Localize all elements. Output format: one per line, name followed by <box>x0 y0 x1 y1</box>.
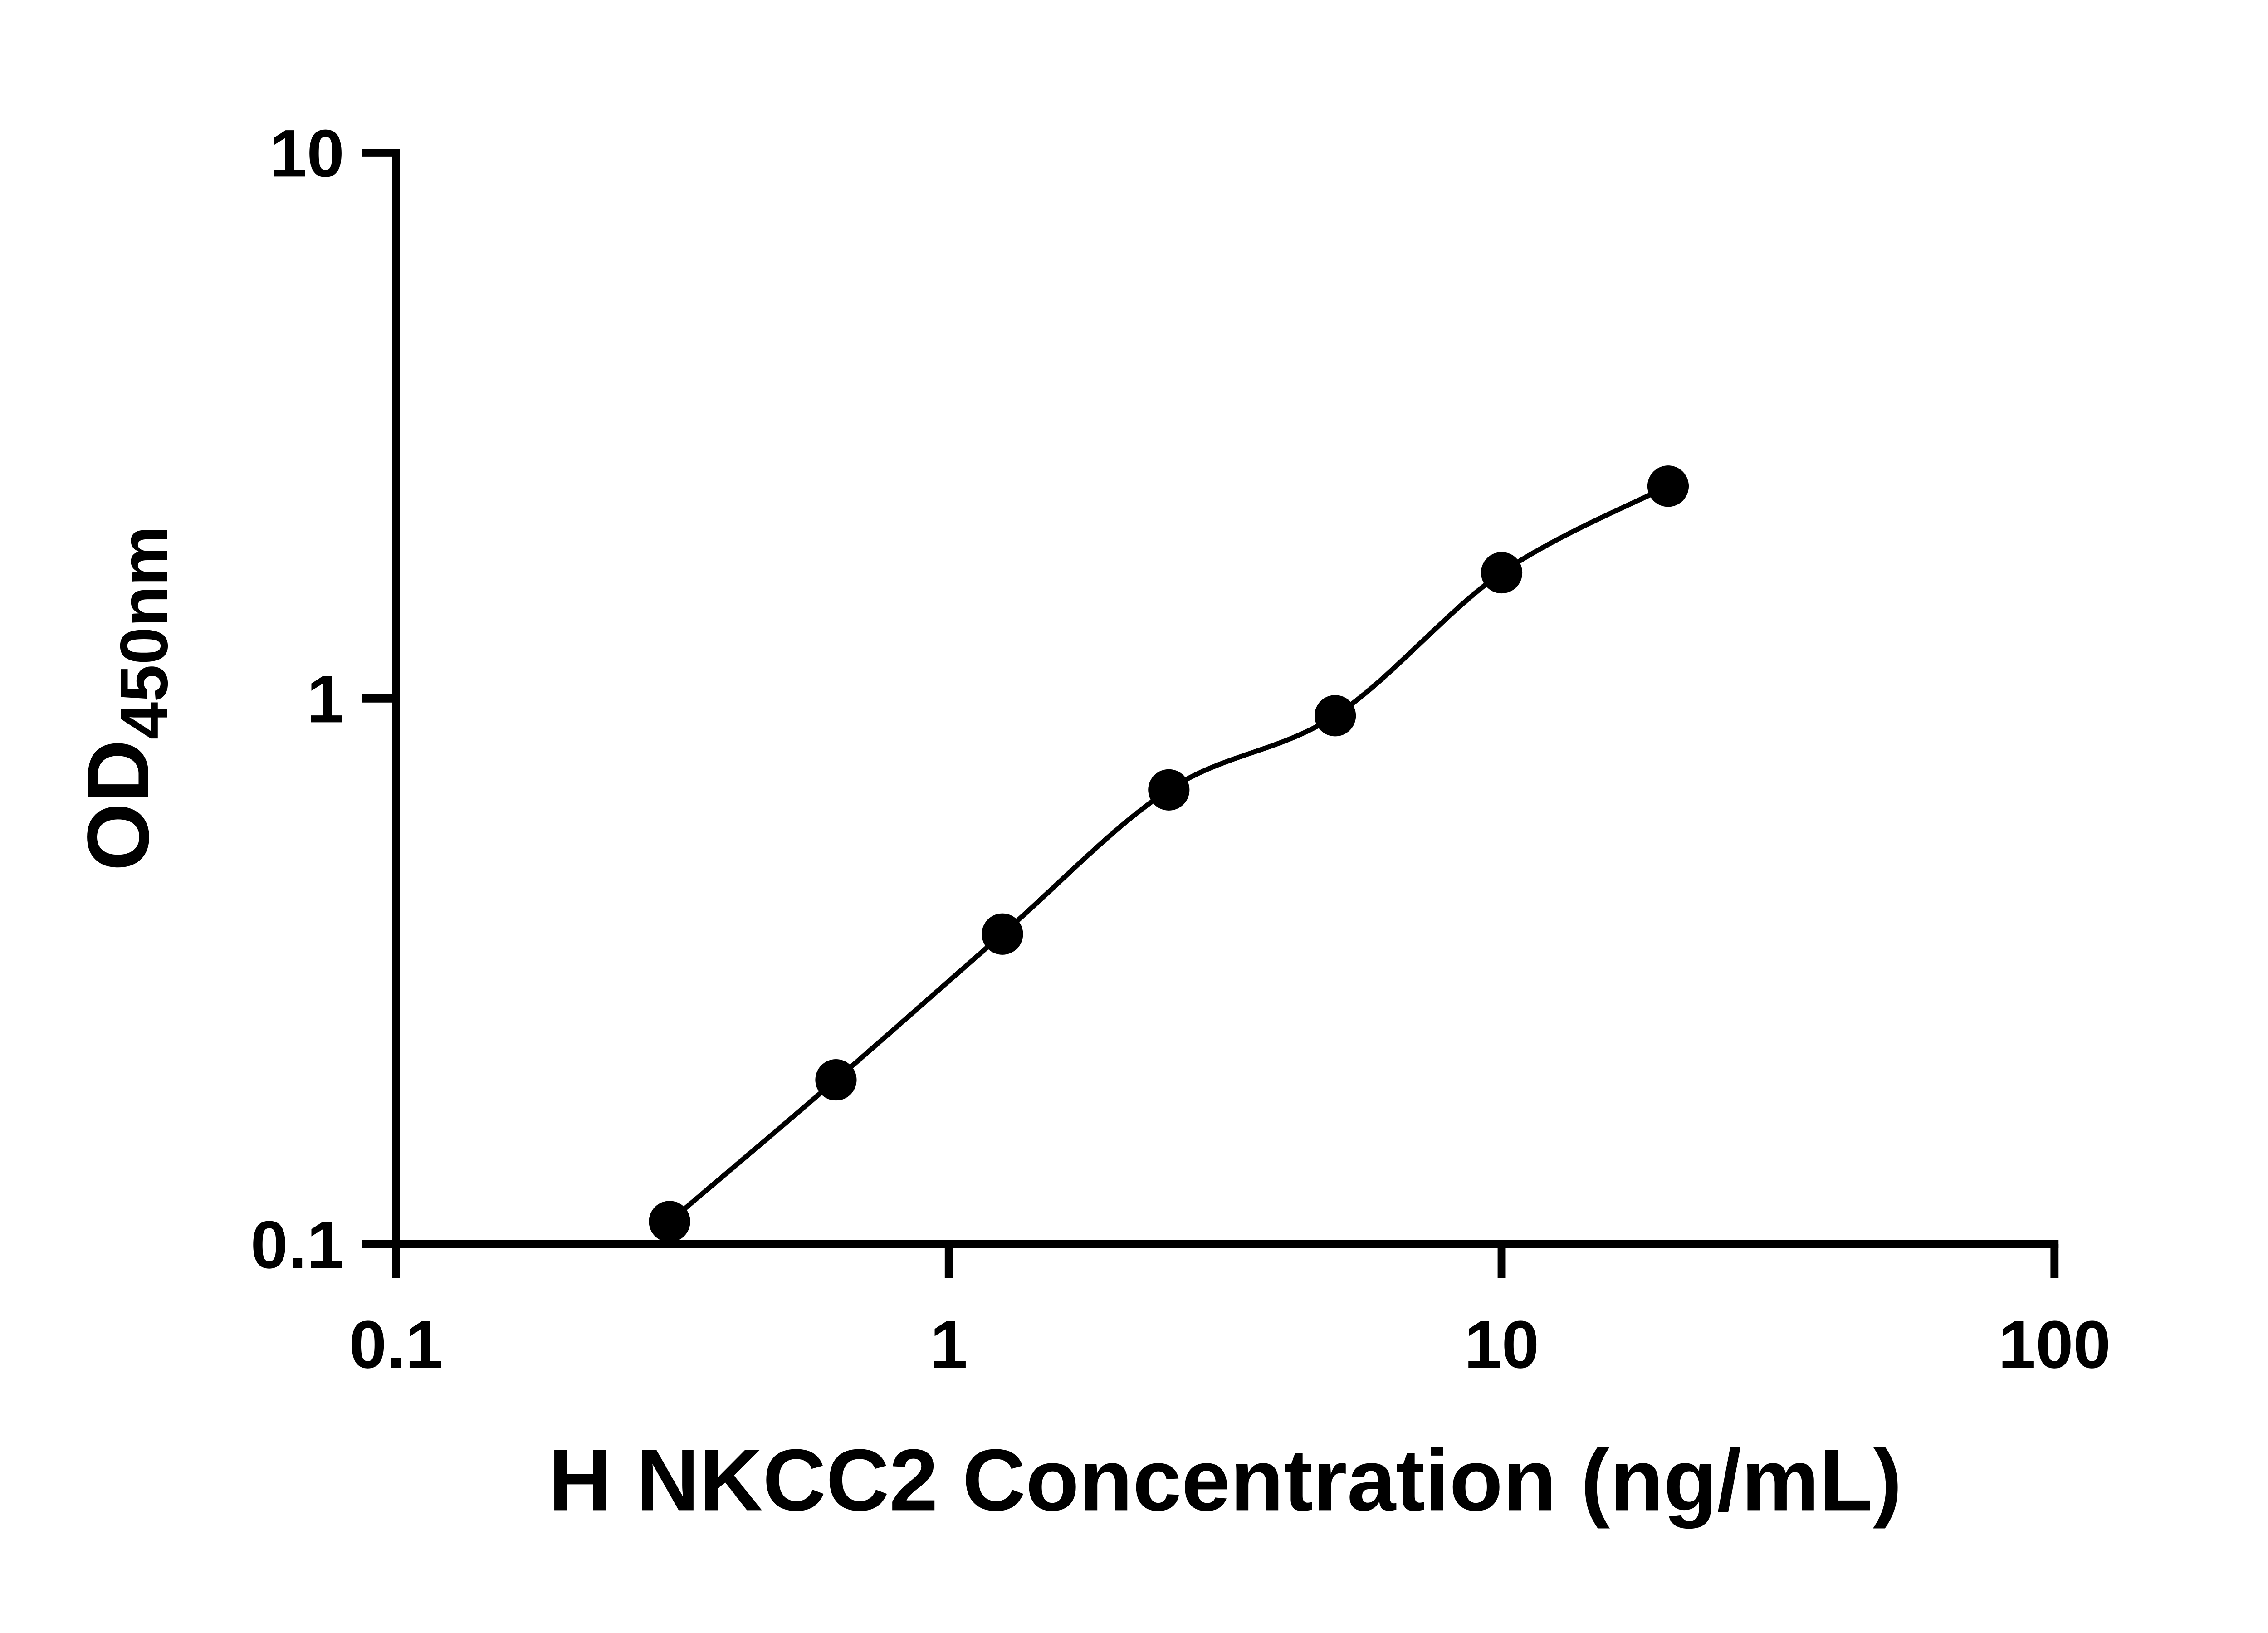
axes-layer: 0.1 1 10 100 0.1 1 10 <box>250 116 2111 1382</box>
x-tick-label: 1 <box>930 1307 968 1382</box>
y-axis-title: OD450nm <box>69 526 182 871</box>
data-point <box>982 913 1023 955</box>
x-axis-title: H NKCC2 Concentration (ng/mL) <box>548 1431 1902 1529</box>
y-tick-label: 0.1 <box>250 1207 344 1282</box>
data-layer <box>649 465 1689 1242</box>
x-tick-label: 0.1 <box>349 1307 443 1382</box>
y-tick-label: 10 <box>269 116 344 191</box>
data-point <box>1148 769 1190 811</box>
data-point <box>649 1201 690 1242</box>
x-tick-label: 10 <box>1464 1307 1539 1382</box>
data-point <box>1315 695 1356 737</box>
axis-frame <box>392 148 2059 1248</box>
y-tick-label: 1 <box>307 661 344 737</box>
data-point <box>1647 465 1689 507</box>
fit-curve <box>668 484 1669 1224</box>
data-point <box>815 1059 857 1101</box>
x-tick-label: 100 <box>1998 1307 2111 1382</box>
y-axis-title-main: OD <box>69 739 167 871</box>
data-point <box>1481 552 1523 594</box>
y-axis-title-sub: 450nm <box>107 526 182 739</box>
